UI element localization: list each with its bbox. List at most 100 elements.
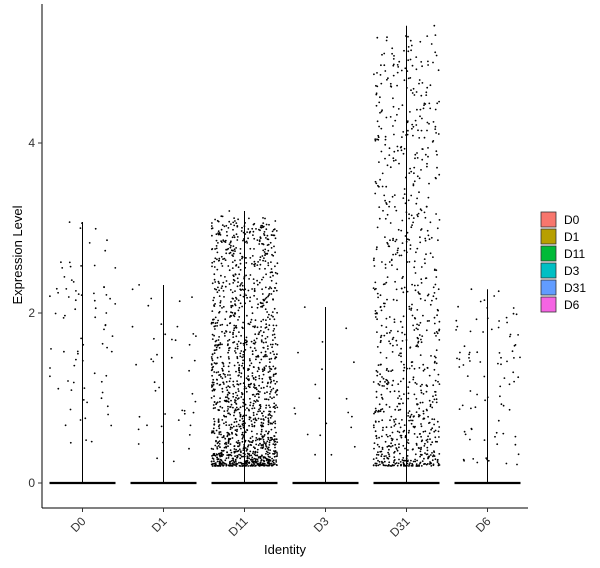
data-point xyxy=(110,424,113,427)
data-point xyxy=(393,459,396,461)
data-point xyxy=(456,325,459,328)
data-point xyxy=(241,417,244,420)
data-point xyxy=(236,356,239,358)
data-point xyxy=(235,296,237,299)
data-point xyxy=(231,462,234,465)
legend-item: D0 xyxy=(540,211,580,228)
data-point xyxy=(406,261,409,263)
data-point xyxy=(228,347,230,350)
data-point xyxy=(246,455,249,458)
data-point xyxy=(271,457,273,460)
data-point xyxy=(225,330,228,333)
data-point xyxy=(237,361,239,364)
data-point xyxy=(72,381,75,384)
data-point xyxy=(406,87,408,89)
data-point xyxy=(240,289,242,291)
data-point xyxy=(410,459,412,462)
data-point xyxy=(229,453,232,456)
data-point xyxy=(375,464,378,467)
data-point xyxy=(274,336,276,339)
data-point xyxy=(267,436,269,439)
data-point xyxy=(502,404,505,407)
data-point xyxy=(375,437,378,440)
data-point xyxy=(425,91,428,94)
data-point xyxy=(223,415,226,418)
data-point xyxy=(395,339,398,342)
data-point xyxy=(247,383,250,386)
data-point xyxy=(395,238,398,241)
data-point xyxy=(218,440,221,442)
data-point xyxy=(243,385,246,388)
data-point xyxy=(275,438,278,441)
data-point xyxy=(388,147,391,150)
data-point xyxy=(391,264,393,267)
data-point xyxy=(387,382,390,384)
data-point xyxy=(211,357,213,360)
data-point xyxy=(431,427,434,430)
data-point xyxy=(388,461,391,464)
data-point xyxy=(436,153,438,156)
data-point xyxy=(412,221,414,224)
data-point xyxy=(215,233,218,236)
data-point xyxy=(221,224,224,227)
data-point xyxy=(383,385,385,387)
data-point xyxy=(264,252,267,255)
data-point xyxy=(271,422,273,425)
data-point xyxy=(251,372,254,374)
data-point xyxy=(229,251,232,254)
data-point xyxy=(212,378,215,381)
data-point xyxy=(271,397,273,400)
data-point xyxy=(387,464,390,467)
data-point xyxy=(244,349,247,351)
data-point xyxy=(273,353,275,356)
data-point xyxy=(266,253,268,255)
legend-item: D6 xyxy=(540,296,580,313)
data-point xyxy=(381,261,383,263)
data-point xyxy=(372,424,375,427)
data-point xyxy=(269,393,271,395)
data-point xyxy=(414,460,417,463)
data-point xyxy=(138,415,141,418)
data-point xyxy=(425,253,427,256)
data-point xyxy=(257,392,259,395)
data-point xyxy=(256,326,259,329)
data-point xyxy=(258,404,261,407)
data-point xyxy=(105,294,108,296)
data-point xyxy=(412,378,415,381)
series-d1 xyxy=(130,284,197,485)
data-point xyxy=(257,444,260,446)
data-point xyxy=(412,217,415,220)
data-point xyxy=(258,375,261,377)
data-point xyxy=(424,430,427,433)
data-point xyxy=(236,345,239,348)
data-point xyxy=(261,293,264,295)
data-point xyxy=(238,461,240,464)
data-point xyxy=(373,73,375,76)
data-point xyxy=(234,401,236,404)
data-point xyxy=(411,92,414,94)
data-point xyxy=(249,359,251,362)
data-point xyxy=(424,452,426,454)
data-point xyxy=(242,452,245,455)
data-point xyxy=(268,430,270,433)
data-point xyxy=(265,452,267,455)
data-point xyxy=(218,311,220,314)
data-point xyxy=(221,370,224,372)
data-point xyxy=(485,457,488,459)
data-point xyxy=(259,455,262,458)
data-point xyxy=(269,370,271,372)
data-point xyxy=(419,354,422,356)
data-point xyxy=(411,361,414,363)
data-point xyxy=(410,422,413,425)
data-point xyxy=(221,343,223,346)
data-point xyxy=(271,460,274,463)
data-point xyxy=(319,434,322,437)
axes xyxy=(41,4,528,509)
data-point xyxy=(232,274,235,277)
data-point xyxy=(251,464,254,467)
data-point xyxy=(379,111,381,114)
data-point xyxy=(503,377,506,379)
data-point xyxy=(250,362,253,365)
data-point xyxy=(384,381,386,383)
data-point xyxy=(238,444,241,446)
